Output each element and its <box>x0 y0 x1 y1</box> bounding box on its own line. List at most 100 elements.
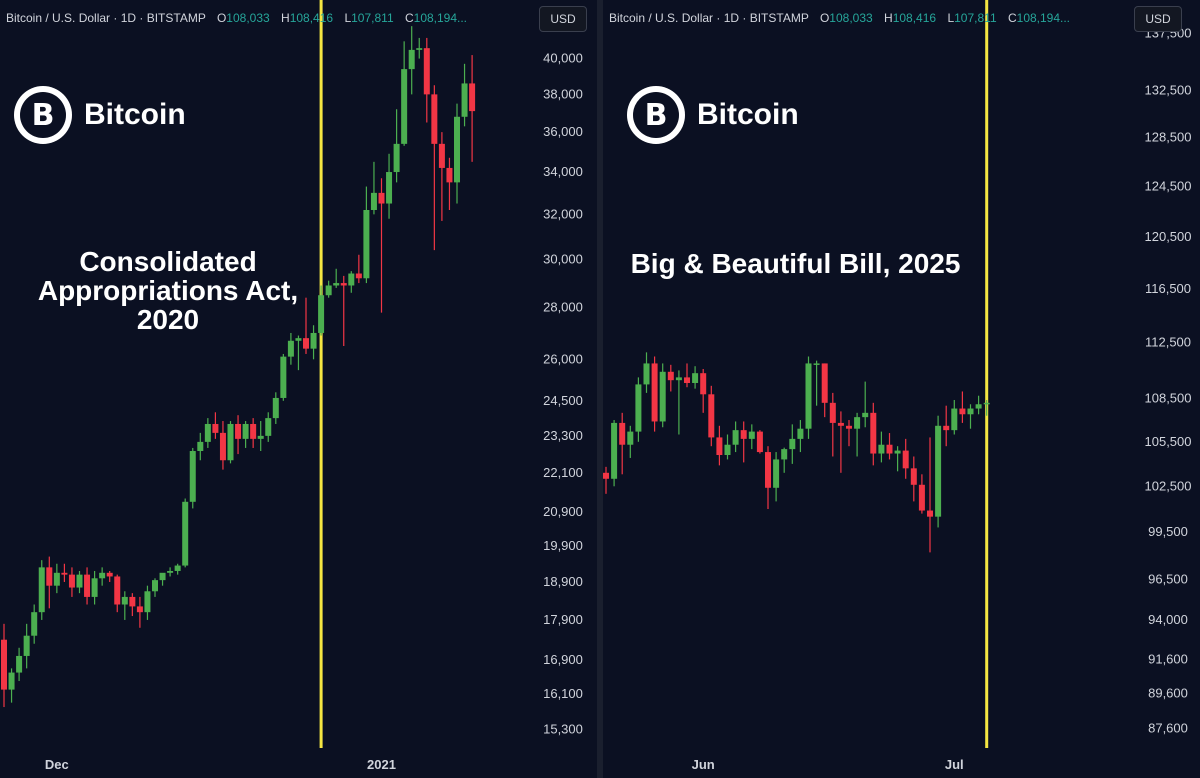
candle[interactable] <box>393 109 400 183</box>
candle[interactable] <box>724 434 731 460</box>
candle[interactable] <box>257 421 264 452</box>
candle[interactable] <box>106 570 113 582</box>
candle[interactable] <box>765 446 771 510</box>
candle[interactable] <box>46 556 53 609</box>
candle[interactable] <box>446 157 453 211</box>
candle[interactable] <box>684 363 690 388</box>
candle[interactable] <box>643 352 650 393</box>
candle[interactable] <box>378 178 385 313</box>
candle[interactable] <box>31 604 38 644</box>
candle[interactable] <box>951 399 958 435</box>
candle[interactable] <box>918 474 925 514</box>
candle[interactable] <box>967 404 974 429</box>
candle[interactable] <box>894 446 901 472</box>
candle[interactable] <box>935 415 942 528</box>
candle[interactable] <box>846 420 852 447</box>
candle[interactable] <box>68 567 75 597</box>
candle[interactable] <box>789 424 796 464</box>
chart-panel-left[interactable]: 42,00040,00038,00036,00034,00032,00030,0… <box>0 0 597 778</box>
candle[interactable] <box>197 432 204 461</box>
candle[interactable] <box>886 433 893 460</box>
candle[interactable] <box>227 421 234 464</box>
candle[interactable] <box>204 418 211 448</box>
candle[interactable] <box>182 498 189 568</box>
candle[interactable] <box>740 421 747 463</box>
candle[interactable] <box>821 363 828 418</box>
candle[interactable] <box>355 254 362 284</box>
candle[interactable] <box>38 560 45 620</box>
candle[interactable] <box>303 297 309 354</box>
candle[interactable] <box>927 437 933 553</box>
candle[interactable] <box>23 623 30 669</box>
candle[interactable] <box>829 392 836 457</box>
candle[interactable] <box>983 399 990 416</box>
candle[interactable] <box>781 447 788 473</box>
candle[interactable] <box>325 280 332 298</box>
candle[interactable] <box>748 424 755 450</box>
candle[interactable] <box>659 363 666 428</box>
candle[interactable] <box>8 668 15 703</box>
candle[interactable] <box>235 415 242 455</box>
currency-button[interactable]: USD <box>1134 6 1182 32</box>
candle[interactable] <box>813 360 820 406</box>
candle[interactable] <box>756 430 763 454</box>
candle[interactable] <box>386 153 393 219</box>
candle[interactable] <box>878 431 885 463</box>
candlestick-chart-2025[interactable]: 137,500132,500128,500124,500120,500116,5… <box>603 0 1200 778</box>
candle[interactable] <box>700 368 707 413</box>
candle[interactable] <box>136 596 143 628</box>
candle[interactable] <box>416 37 423 59</box>
candle[interactable] <box>837 411 844 473</box>
candle[interactable] <box>144 585 151 620</box>
candle[interactable] <box>265 412 272 442</box>
candle[interactable] <box>242 421 249 448</box>
candle[interactable] <box>692 366 699 389</box>
panel-divider[interactable] <box>597 0 603 778</box>
candle[interactable] <box>401 41 408 146</box>
candle[interactable] <box>76 570 83 594</box>
candle[interactable] <box>675 370 682 435</box>
candle[interactable] <box>902 438 909 479</box>
candle[interactable] <box>16 647 23 682</box>
candle[interactable] <box>287 332 294 365</box>
candle[interactable] <box>333 268 340 288</box>
candle[interactable] <box>854 412 861 457</box>
candle[interactable] <box>167 567 174 577</box>
candle[interactable] <box>716 425 723 466</box>
candle[interactable] <box>53 563 60 594</box>
candle[interactable] <box>732 421 739 453</box>
candle[interactable] <box>99 567 106 586</box>
candle[interactable] <box>370 161 377 215</box>
candle[interactable] <box>959 391 966 423</box>
candle[interactable] <box>174 563 181 575</box>
candle[interactable] <box>603 466 609 494</box>
candle[interactable] <box>611 420 618 487</box>
candle[interactable] <box>280 353 287 401</box>
candle[interactable] <box>461 63 468 127</box>
chart-panel-right[interactable]: 137,500 132,500 128,500 124,500 120,500 116,5… <box>603 0 1200 778</box>
candle[interactable] <box>943 405 950 447</box>
candle[interactable] <box>348 271 355 293</box>
candle[interactable] <box>152 578 158 597</box>
candle[interactable] <box>431 85 438 251</box>
candle[interactable] <box>295 335 302 371</box>
candle[interactable] <box>159 572 166 586</box>
candle[interactable] <box>423 37 430 123</box>
candle[interactable] <box>805 356 812 439</box>
candle[interactable] <box>667 364 674 392</box>
candle[interactable] <box>408 26 415 95</box>
candle[interactable] <box>114 574 121 613</box>
candle[interactable] <box>219 421 226 470</box>
candle[interactable] <box>975 395 982 415</box>
candle[interactable] <box>708 385 715 447</box>
candle[interactable] <box>340 275 347 347</box>
candle[interactable] <box>454 103 460 204</box>
candle[interactable] <box>212 412 219 439</box>
candle[interactable] <box>61 563 68 582</box>
candle[interactable] <box>189 447 196 509</box>
candle[interactable] <box>910 456 917 502</box>
candle[interactable] <box>84 567 91 605</box>
candle[interactable] <box>363 186 370 284</box>
candle[interactable] <box>438 132 445 221</box>
candle[interactable] <box>1 623 7 708</box>
